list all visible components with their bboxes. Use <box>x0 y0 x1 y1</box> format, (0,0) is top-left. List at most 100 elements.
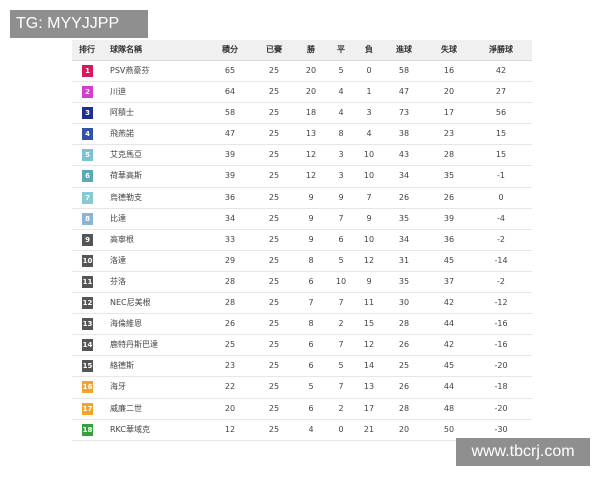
stat-cell: 20 <box>224 403 236 413</box>
team-name: 荷華高斯 <box>110 171 142 181</box>
stat-cell: 4 <box>338 87 344 97</box>
header-row: 排行 球隊名稱 積分 已賽 勝 平 負 進球 失球 淨勝球 <box>72 40 532 61</box>
stat-cell: 47 <box>224 129 236 139</box>
column-header: 進球 <box>396 45 412 54</box>
stat-cell: 48 <box>443 403 455 413</box>
stat-cell: 6 <box>308 340 314 350</box>
stat-cell: 10 <box>363 171 375 181</box>
stat-cell: 42 <box>443 340 455 350</box>
rank-badge: 17 <box>82 402 93 415</box>
stat-cell: 12 <box>363 255 375 265</box>
table-row: 15 絡德斯 23 25 6 5 14 25 45 -20 <box>72 356 532 378</box>
stat-cell: 44 <box>443 319 455 329</box>
table-row: 9 高寧根 33 25 9 6 10 34 36 -2 <box>72 230 532 251</box>
stat-cell: 17 <box>363 403 375 413</box>
stat-cell: 21 <box>363 424 375 434</box>
stat-cell: 9 <box>308 192 314 202</box>
stat-cell: 8 <box>308 319 314 329</box>
team-name: 高寧根 <box>110 234 134 244</box>
stat-cell: 45 <box>443 361 455 371</box>
stat-cell: 7 <box>366 192 372 202</box>
stat-cell: 25 <box>268 276 280 286</box>
stat-cell: 25 <box>268 213 280 223</box>
stat-cell: 10 <box>335 276 347 286</box>
rank-badge: 6 <box>82 170 93 183</box>
table-row: 18 RKC華域克 12 25 4 0 21 20 50 -30 <box>72 420 532 441</box>
stat-cell: 26 <box>398 382 410 392</box>
rank-badge: 14 <box>82 339 93 352</box>
table-row: 5 艾克馬亞 39 25 12 3 10 43 28 15 <box>72 145 532 167</box>
stat-cell: 20 <box>305 66 317 75</box>
team-name: 洛達 <box>110 255 126 265</box>
stat-cell: 65 <box>224 66 236 75</box>
stat-cell: 25 <box>268 382 280 392</box>
stat-cell: -20 <box>494 361 508 371</box>
stat-cell: 29 <box>224 255 236 265</box>
standings-table: 排行 球隊名稱 積分 已賽勝平負進球 失球 淨勝球 1 PSV燕豪芬 65 25 20 5 0 58 16 4… <box>72 40 532 441</box>
stat-cell: -18 <box>494 382 508 392</box>
team-name: RKC華域克 <box>110 424 150 434</box>
stat-cell: 18 <box>305 108 317 118</box>
stat-cell: 0 <box>366 66 372 75</box>
stat-cell: 9 <box>366 213 372 223</box>
rank-badge: 13 <box>82 318 93 331</box>
stat-cell: 0 <box>498 192 504 202</box>
team-name: 比達 <box>110 213 126 223</box>
stat-cell: 2 <box>338 403 344 413</box>
stat-cell: 35 <box>398 276 410 286</box>
stat-cell: -1 <box>497 171 505 181</box>
stat-cell: 12 <box>305 171 317 181</box>
stat-cell: 13 <box>305 129 317 139</box>
stat-cell: -20 <box>494 403 508 413</box>
stat-cell: 0 <box>338 424 344 434</box>
stat-cell: 6 <box>308 361 314 371</box>
stat-cell: 20 <box>443 87 455 97</box>
stat-cell: 6 <box>308 276 314 286</box>
team-name: 阿積士 <box>110 108 134 118</box>
column-header: 勝 <box>307 45 315 54</box>
stat-cell: 5 <box>338 66 344 75</box>
stat-cell: 7 <box>338 213 344 223</box>
stat-cell: 3 <box>366 108 372 118</box>
stat-cell: 12 <box>305 150 317 160</box>
stat-cell: -12 <box>494 298 508 308</box>
team-name: PSV燕豪芬 <box>110 66 150 75</box>
stat-cell: -16 <box>494 340 508 350</box>
stat-cell: 42 <box>495 66 507 75</box>
stat-cell: 9 <box>308 234 314 244</box>
stat-cell: 26 <box>398 340 410 350</box>
table-row: 13 海倫維恩 26 25 8 2 15 28 44 -16 <box>72 314 532 336</box>
column-header: 排行 <box>79 45 95 54</box>
rank-badge: 3 <box>82 107 93 120</box>
stat-cell: 25 <box>398 361 410 371</box>
team-name: 海牙 <box>110 382 126 392</box>
stat-cell: 45 <box>443 255 455 265</box>
stat-cell: 58 <box>398 66 410 75</box>
column-header: 積分 <box>222 45 238 54</box>
stat-cell: 25 <box>268 66 280 75</box>
team-name: 鹿特丹斯巴達 <box>110 340 158 350</box>
stat-cell: 25 <box>268 234 280 244</box>
stat-cell: 44 <box>443 382 455 392</box>
stat-cell: 7 <box>308 298 314 308</box>
rank-badge: 12 <box>82 297 93 310</box>
stat-cell: 5 <box>338 361 344 371</box>
team-name: 海倫維恩 <box>110 319 142 329</box>
rank-badge: 7 <box>82 191 93 204</box>
table-row: 1 PSV燕豪芬 65 25 20 5 0 58 16 42 <box>72 61 532 83</box>
stat-cell: 6 <box>338 234 344 244</box>
stat-cell: 28 <box>398 403 410 413</box>
table-row: 12 NEC尼美根 28 25 7 7 11 30 42 -12 <box>72 293 532 315</box>
stat-cell: 22 <box>224 382 236 392</box>
stat-cell: 6 <box>308 403 314 413</box>
stat-cell: 12 <box>363 340 375 350</box>
stat-cell: 25 <box>268 129 280 139</box>
rank-badge: 11 <box>82 275 93 288</box>
stat-cell: 13 <box>363 382 375 392</box>
stat-cell: 25 <box>268 340 280 350</box>
stat-cell: 5 <box>308 382 314 392</box>
table-row: 6 荷華高斯 39 25 12 3 10 34 35 -1 <box>72 166 532 188</box>
stat-cell: 1 <box>366 87 372 97</box>
stat-cell: 8 <box>338 129 344 139</box>
